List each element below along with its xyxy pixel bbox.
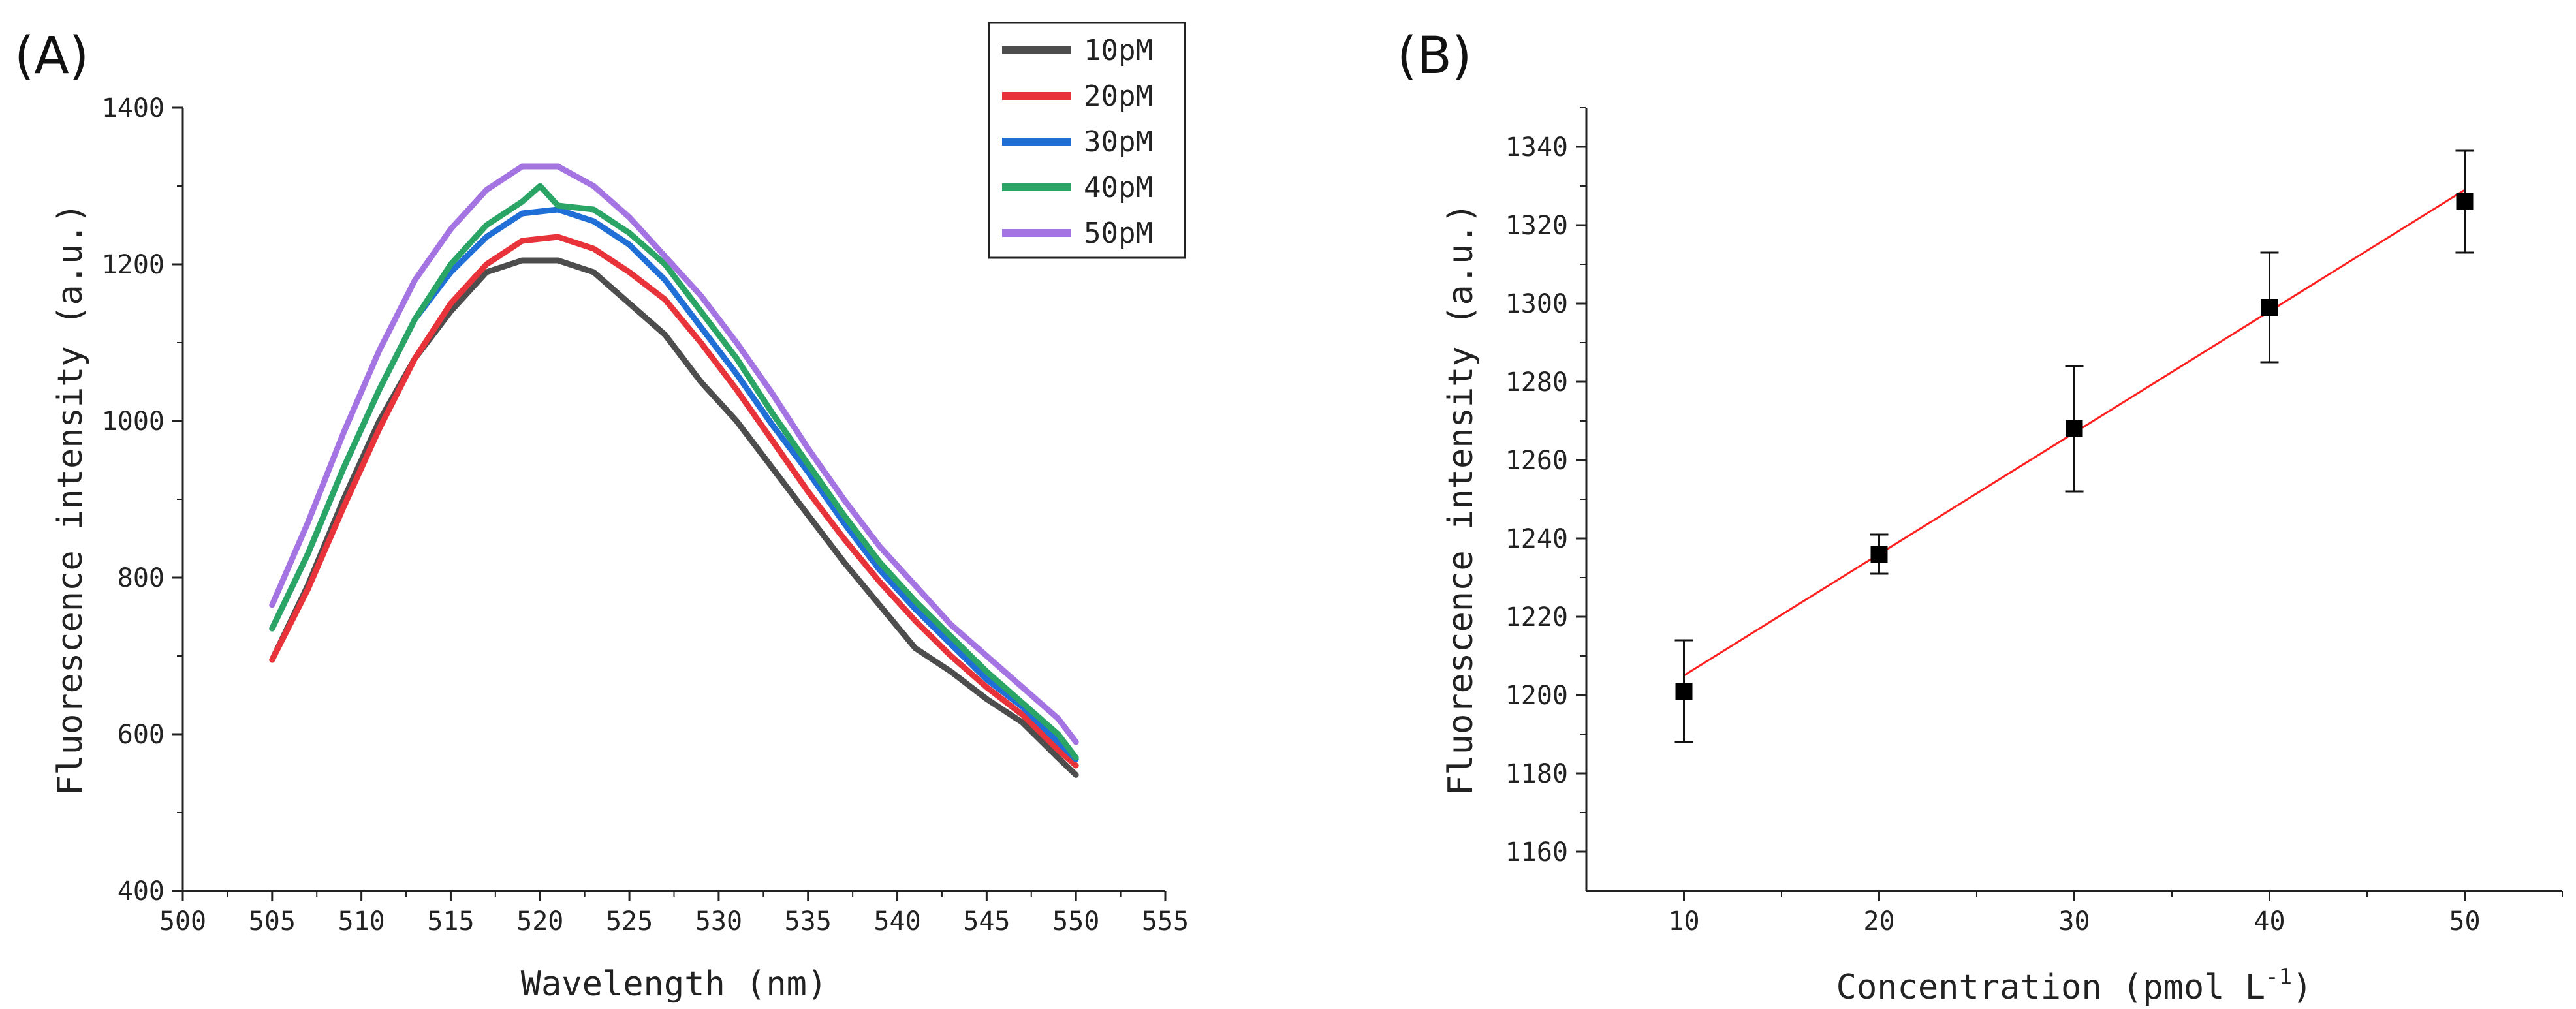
a-y-tick-label: 600: [118, 720, 165, 750]
legend-label-30pM: 30pM: [1084, 125, 1153, 159]
data-point: [2066, 420, 2083, 437]
b-y-tick-label: 1200: [1505, 681, 1568, 711]
a-y-tick-label: 400: [118, 877, 165, 907]
a-y-axis-title: Fluorescence intensity (a.u.): [51, 203, 90, 796]
b-y-tick-label: 1340: [1505, 132, 1568, 163]
b-x-tick-label: 40: [2254, 907, 2285, 937]
b-x-axis-title-main: Concentration (pmol L: [1836, 968, 2265, 1007]
a-x-tick-label: 500: [159, 907, 206, 937]
a-x-tick-label: 540: [873, 907, 920, 937]
a-y-tick-label: 1000: [102, 407, 165, 437]
a-x-tick-label: 505: [249, 907, 296, 937]
a-y-tick-label: 800: [118, 563, 165, 593]
panel-b-label: (B): [1397, 27, 1471, 85]
b-y-tick-label: 1320: [1505, 211, 1568, 241]
legend-label-20pM: 20pM: [1084, 80, 1153, 113]
a-x-tick-label: 515: [427, 907, 474, 937]
a-x-tick-label: 550: [1052, 907, 1099, 937]
series-line-40pM: [269, 183, 1079, 761]
panel-a-chart: 500 505 510 515 520 525 530 535 540 545 550 555 400 6…: [51, 22, 1189, 1004]
data-point: [2456, 193, 2474, 210]
b-y-tick-label: 1280: [1505, 367, 1568, 397]
b-y-tick-label: 1240: [1505, 524, 1568, 554]
a-x-tick-label: 555: [1142, 907, 1189, 937]
series-line-20pM: [269, 234, 1079, 769]
b-x-axis-title-suffix: ): [2292, 968, 2312, 1007]
a-x-tick-label: 520: [516, 907, 563, 937]
b-x-axis-title: Concentration (pmol L-1): [1836, 964, 2313, 1007]
a-x-axis-title: Wavelength (nm): [521, 965, 828, 1004]
b-y-tick-label: 1180: [1505, 759, 1568, 789]
a-x-tick-label: 535: [785, 907, 832, 937]
a-x-tick-label: 530: [695, 907, 742, 937]
legend-label-50pM: 50pM: [1084, 217, 1153, 250]
panel-a-label: (A): [14, 27, 89, 85]
series-line-10pM: [269, 257, 1079, 778]
a-y-tick-label: 1400: [102, 93, 165, 123]
a-x-tick-label: 525: [606, 907, 653, 937]
data-point: [1870, 546, 1888, 563]
b-y-tick-label: 1260: [1505, 446, 1568, 476]
data-point: [1675, 683, 1693, 700]
a-y-tick-label: 1200: [102, 250, 165, 280]
b-y-tick-label: 1220: [1505, 602, 1568, 632]
b-x-tick-label: 20: [1863, 907, 1894, 937]
b-x-tick-label: 50: [2449, 907, 2480, 937]
legend-label-10pM: 10pM: [1084, 34, 1153, 67]
data-point: [2261, 299, 2278, 316]
b-x-tick-label: 30: [2058, 907, 2090, 937]
a-x-tick-label: 510: [338, 907, 385, 937]
series-line-50pM: [269, 163, 1079, 745]
legend-label-40pM: 40pM: [1084, 171, 1153, 204]
b-x-tick-label: 10: [1668, 907, 1699, 937]
b-y-tick-label: 1160: [1505, 837, 1568, 867]
b-y-axis-title: Fluorescence intensity (a.u.): [1441, 203, 1481, 796]
b-x-axis-title-superscript: -1: [2265, 964, 2292, 990]
panel-b-chart: 10 20 30 40 50 1160 1180 1200 1220 1240 1260 1280 13…: [1441, 107, 2563, 1007]
a-x-tick-label: 545: [963, 907, 1010, 937]
b-y-tick-label: 1300: [1505, 289, 1568, 319]
